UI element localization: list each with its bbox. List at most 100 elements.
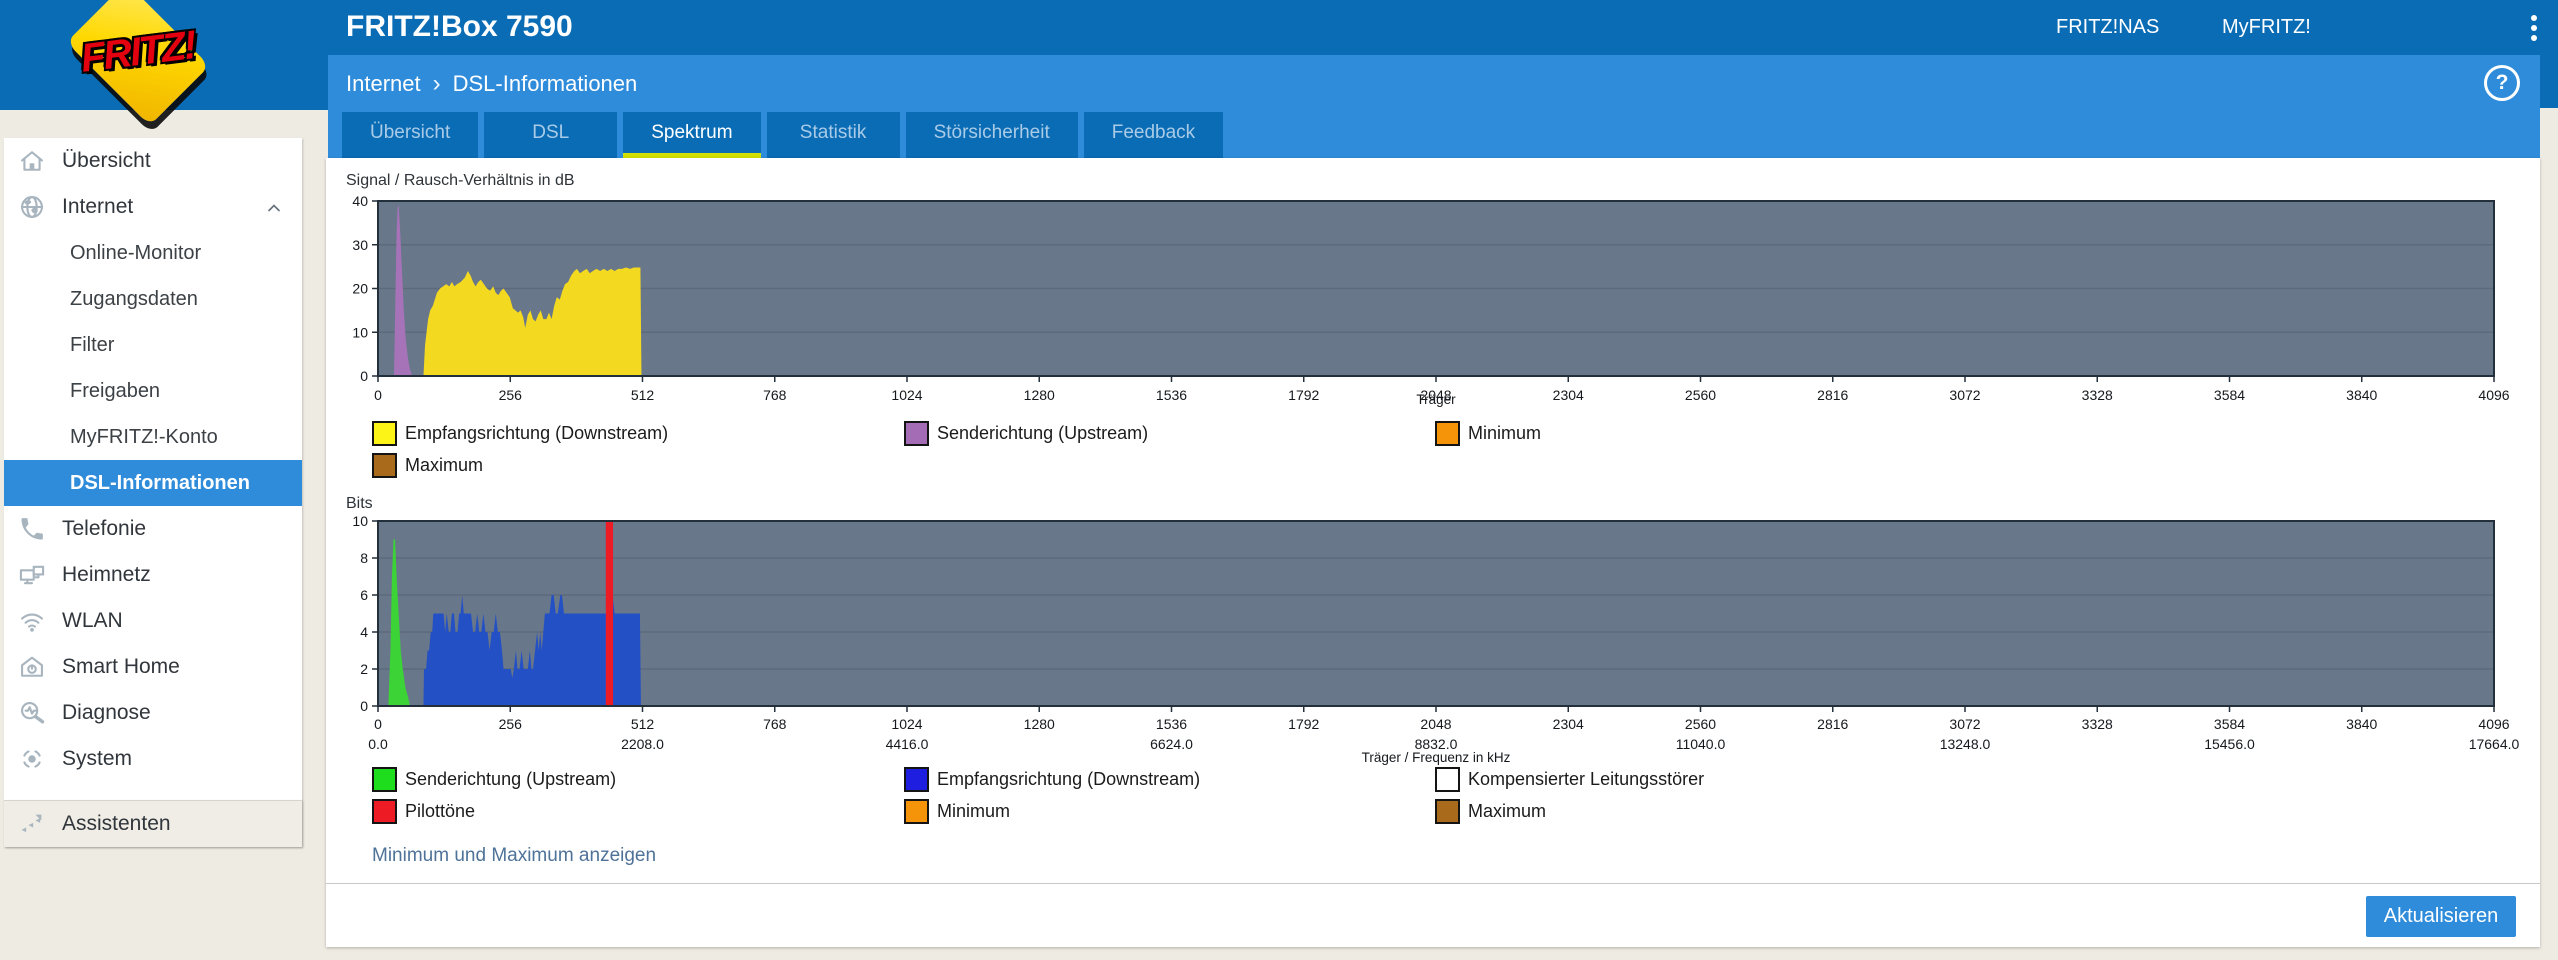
sidebar-item-heimnetz[interactable]: Heimnetz bbox=[4, 552, 302, 598]
legend-label: Empfangsrichtung (Downstream) bbox=[405, 422, 669, 443]
sidebar-subitem-freigaben[interactable]: Freigaben bbox=[4, 368, 302, 414]
svg-text:2: 2 bbox=[360, 661, 368, 677]
sidebar-item-diagnose[interactable]: Diagnose bbox=[4, 690, 302, 736]
sidebar-item-label: Assistenten bbox=[62, 812, 171, 835]
legend-item-kompensierter-leitungsst-rer: Kompensierter Leitungsstörer bbox=[1435, 766, 1815, 792]
breadcrumb-section[interactable]: Internet bbox=[346, 70, 421, 96]
sidebar-subitem-online-monitor[interactable]: Online-Monitor bbox=[4, 230, 302, 276]
sidebar-subitem-dsl-informationen[interactable]: DSL-Informationen bbox=[4, 460, 302, 506]
sidebar-item-wlan[interactable]: WLAN bbox=[4, 598, 302, 644]
svg-text:13248.0: 13248.0 bbox=[1940, 736, 1991, 752]
sidebar-subitem-label: Freigaben bbox=[70, 379, 161, 402]
svg-text:6: 6 bbox=[360, 587, 368, 603]
svg-text:2048: 2048 bbox=[1420, 716, 1451, 732]
tab-störsicherheit[interactable]: Störsicherheit bbox=[905, 112, 1078, 158]
svg-text:2208.0: 2208.0 bbox=[621, 736, 664, 752]
legend-item-senderichtung-upstream-: Senderichtung (Upstream) bbox=[904, 420, 1435, 446]
sidebar-subitem-label: Filter bbox=[70, 333, 115, 356]
legend-item-empfangsrichtung-downstream-: Empfangsrichtung (Downstream) bbox=[904, 766, 1435, 792]
sidebar-item-system[interactable]: System bbox=[4, 736, 302, 782]
show-minmax-link[interactable]: Minimum und Maximum anzeigen bbox=[372, 845, 657, 866]
bits-chart-legend: Senderichtung (Upstream) Empfangsrichtung… bbox=[372, 766, 1815, 824]
sidebar-item-label: WLAN bbox=[62, 609, 123, 632]
legend-label: Senderichtung (Upstream) bbox=[405, 768, 617, 789]
svg-text:0: 0 bbox=[360, 698, 368, 714]
svg-text:3072: 3072 bbox=[1949, 387, 1980, 403]
svg-text:1792: 1792 bbox=[1288, 716, 1319, 732]
sidebar-subitem-label: MyFRITZ!-Konto bbox=[70, 425, 218, 448]
sidebar-item-label: Diagnose bbox=[62, 701, 151, 724]
legend-swatch bbox=[372, 452, 397, 478]
sidebar-subitem-label: Online-Monitor bbox=[70, 241, 202, 264]
svg-text:10: 10 bbox=[352, 516, 368, 529]
legend-item-maximum: Maximum bbox=[1435, 798, 1815, 824]
logo-block[interactable]: FRITZ! bbox=[0, 0, 328, 126]
legend-swatch bbox=[372, 420, 397, 446]
legend-label: Senderichtung (Upstream) bbox=[937, 422, 1149, 443]
svg-text:3328: 3328 bbox=[2082, 387, 2113, 403]
svg-text:256: 256 bbox=[499, 716, 523, 732]
svg-text:2304: 2304 bbox=[1553, 387, 1584, 403]
svg-text:4416.0: 4416.0 bbox=[886, 736, 929, 752]
svg-text:30: 30 bbox=[352, 237, 368, 253]
legend-label: Minimum bbox=[1468, 422, 1542, 443]
svg-text:768: 768 bbox=[763, 387, 787, 403]
svg-text:17664.0: 17664.0 bbox=[2469, 736, 2520, 752]
sidebar-subitem-label: Zugangsdaten bbox=[70, 287, 198, 310]
kebab-menu-icon[interactable] bbox=[2524, 11, 2544, 47]
legend-swatch bbox=[904, 798, 929, 824]
svg-text:15456.0: 15456.0 bbox=[2204, 736, 2255, 752]
series-empfangsrichtung-downstream- bbox=[423, 595, 641, 706]
sidebar-item-assistenten[interactable]: Assistenten bbox=[4, 800, 302, 847]
sidebar-subitem-zugangsdaten[interactable]: Zugangsdaten bbox=[4, 276, 302, 322]
diagnose-icon bbox=[18, 699, 46, 727]
tab-spektrum[interactable]: Spektrum bbox=[623, 112, 761, 158]
sidebar-subitem-myfritz-konto[interactable]: MyFRITZ!-Konto bbox=[4, 414, 302, 460]
legend-label: Maximum bbox=[1468, 800, 1547, 821]
svg-text:3584: 3584 bbox=[2214, 387, 2245, 403]
assistants-icon bbox=[18, 810, 46, 838]
svg-text:1536: 1536 bbox=[1156, 716, 1187, 732]
snr-chart: 0 256 512 768 1024 1280 1536 1792 2048 2304 2560 28… bbox=[352, 196, 2509, 407]
tab-statistik[interactable]: Statistik bbox=[766, 112, 900, 158]
svg-text:2048: 2048 bbox=[1420, 387, 1451, 403]
svg-text:512: 512 bbox=[631, 387, 655, 403]
svg-text:4: 4 bbox=[360, 624, 368, 640]
legend-item-empfangsrichtung-downstream-: Empfangsrichtung (Downstream) bbox=[372, 420, 904, 446]
tab-übersicht[interactable]: Übersicht bbox=[342, 112, 479, 158]
refresh-button[interactable]: Aktualisieren bbox=[2366, 896, 2516, 937]
legend-label: Maximum bbox=[405, 454, 484, 475]
legend-swatch bbox=[1435, 766, 1460, 792]
svg-text:512: 512 bbox=[631, 716, 655, 732]
svg-text:0: 0 bbox=[360, 368, 368, 384]
help-icon[interactable]: ? bbox=[2484, 65, 2520, 101]
home-icon bbox=[18, 147, 46, 175]
svg-text:20: 20 bbox=[352, 281, 368, 297]
svg-text:11040.0: 11040.0 bbox=[1676, 736, 1726, 752]
svg-text:3328: 3328 bbox=[2082, 716, 2113, 732]
sidebar-subitem-filter[interactable]: Filter bbox=[4, 322, 302, 368]
nav-link-fritznas[interactable]: FRITZ!NAS bbox=[2056, 16, 2160, 38]
svg-text:40: 40 bbox=[352, 196, 368, 209]
svg-text:2816: 2816 bbox=[1817, 387, 1848, 403]
bits-chart: 0 256 512 768 1024 1280 1536 1792 2048 2304 2560 28… bbox=[352, 516, 2520, 765]
nav-link-myfritz[interactable]: MyFRITZ! bbox=[2222, 16, 2311, 38]
svg-text:8832.0: 8832.0 bbox=[1415, 736, 1458, 752]
chevron-up-icon[interactable] bbox=[264, 198, 284, 218]
tab-dsl[interactable]: DSL bbox=[484, 112, 618, 158]
legend-swatch bbox=[372, 798, 397, 824]
svg-text:256: 256 bbox=[499, 387, 523, 403]
svg-text:1024: 1024 bbox=[891, 716, 922, 732]
tab-feedback[interactable]: Feedback bbox=[1083, 112, 1224, 158]
globe-icon bbox=[18, 193, 46, 221]
sidebar-item-internet[interactable]: Internet bbox=[4, 184, 302, 230]
sidebar-item-telefonie[interactable]: Telefonie bbox=[4, 506, 302, 552]
x-axis-label: Träger / Frequenz in kHz bbox=[1362, 750, 1511, 765]
network-icon bbox=[18, 561, 46, 589]
snr-chart-legend: Empfangsrichtung (Downstream) Senderichtu… bbox=[372, 420, 1815, 478]
legend-swatch bbox=[372, 766, 397, 792]
sidebar-item-label: Internet bbox=[62, 195, 134, 218]
sidebar-item-smart-home[interactable]: Smart Home bbox=[4, 644, 302, 690]
svg-text:3584: 3584 bbox=[2214, 716, 2245, 732]
sidebar-item--bersicht[interactable]: Übersicht bbox=[4, 138, 302, 184]
